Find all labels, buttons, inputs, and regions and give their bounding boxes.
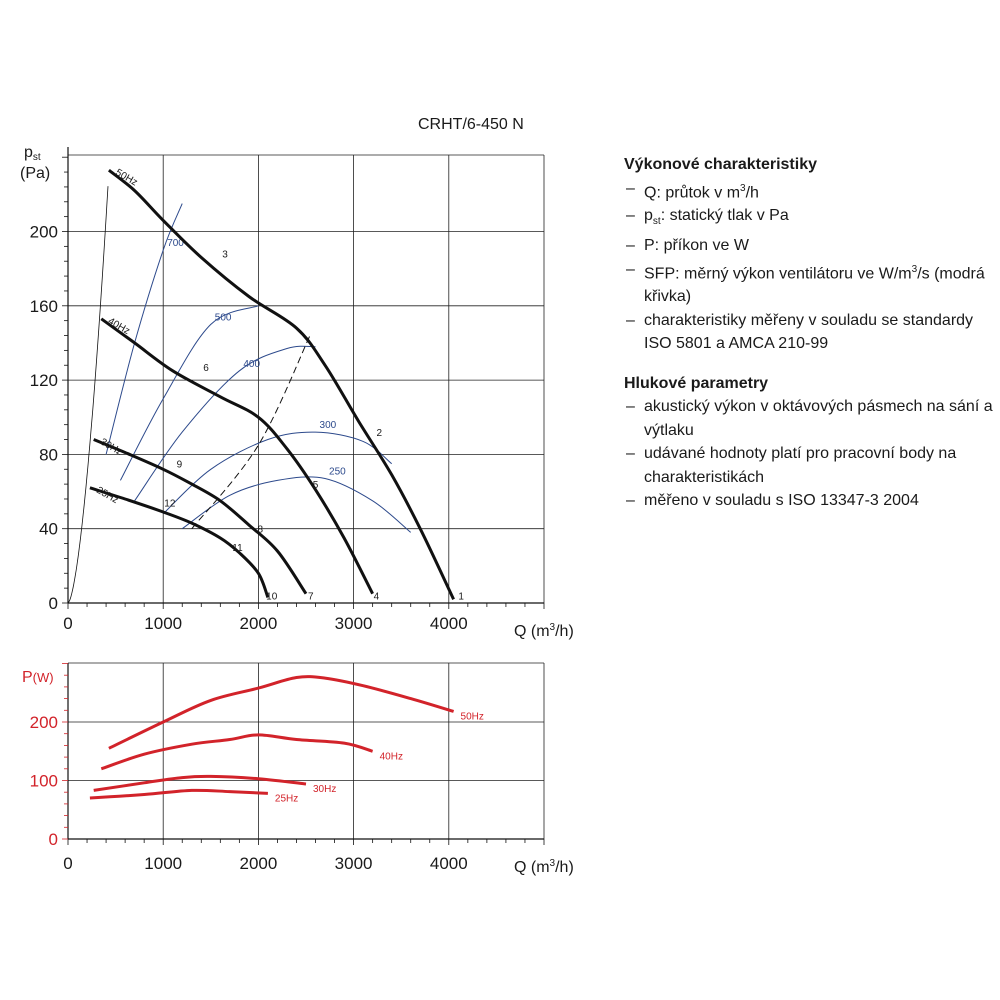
fan-curve-25Hz: [89, 486, 270, 598]
operating-point-label: 12: [164, 498, 176, 509]
x-tick-label: 0: [63, 614, 72, 633]
x-tick-label: 0: [63, 854, 72, 873]
y-tick-label: 100: [30, 772, 58, 791]
x-axis-title: Q (m3/h): [514, 622, 574, 640]
performance-item: Q: průtok v m3/h: [624, 177, 994, 205]
y-tick-label: 40: [39, 520, 58, 539]
performance-heading: Výkonové charakteristiky: [624, 156, 817, 173]
x-tick-label: 1000: [144, 854, 182, 873]
efficiency-line: [191, 333, 312, 530]
sfp-curve-400: [134, 345, 316, 502]
operating-point-label: 1: [458, 591, 464, 602]
y-axis-unit: (Pa): [20, 165, 50, 182]
y-axis-title: P(W): [22, 669, 54, 686]
performance-list: Q: průtok v m3/h pst: statický tlak v Pa…: [624, 177, 994, 356]
power-curve-40Hz: [100, 733, 374, 771]
performance-item: charakteristiky měřeny v souladu se stan…: [624, 309, 994, 356]
sfp-label: 250: [329, 467, 346, 478]
x-tick-label: 1000: [144, 614, 182, 633]
y-tick-label: 0: [49, 594, 58, 613]
operating-point-label: 10: [266, 591, 278, 602]
performance-item: SFP: měrný výkon ventilátoru ve W/m3/s (…: [624, 258, 994, 309]
noise-item: měřeno v souladu s ISO 13347-3 2004: [624, 489, 994, 513]
noise-heading: Hlukové parametry: [624, 374, 769, 392]
operating-point-label: 5: [313, 480, 319, 491]
power-curve-30Hz: [93, 774, 307, 792]
sfp-label: 300: [320, 420, 337, 431]
operating-point-label: 11: [232, 543, 243, 554]
fan-curve-50Hz: [107, 169, 455, 600]
sfp-curve-700: [105, 203, 183, 455]
noise-list: akustický výkon v oktávových pásmech na …: [624, 395, 994, 513]
fan-curve-30Hz: [93, 438, 308, 595]
sfp-label: 500: [215, 312, 232, 323]
y-tick-label: 200: [30, 223, 58, 242]
x-tick-label: 2000: [239, 614, 277, 633]
x-tick-label: 4000: [430, 614, 468, 633]
y-axis-title: pst: [24, 144, 41, 163]
power-chart: 0 1000 2000 3000 4000 0 100 200 P(W) Q (m3/h) 50Hz…: [22, 662, 574, 876]
operating-point-label: 9: [177, 459, 183, 470]
y-tick-label: 200: [30, 713, 58, 732]
y-tick-label: 0: [49, 830, 58, 849]
noise-item: udávané hodnoty platí pro pracovní body …: [624, 442, 994, 489]
fan-curve-label: 25Hz: [94, 485, 120, 506]
sfp-curve-500: [119, 305, 259, 481]
fan-curve-40Hz: [100, 317, 374, 595]
x-tick-label: 4000: [430, 854, 468, 873]
sfp-label: 400: [243, 359, 260, 370]
legend-panel: Výkonové charakteristiky Q: průtok v m3/…: [624, 153, 994, 529]
performance-item: P: příkon ve W: [624, 234, 994, 258]
sfp-curve-250: [181, 476, 412, 533]
noise-item: akustický výkon v oktávových pásmech na …: [624, 395, 994, 442]
operating-point-label: 8: [258, 524, 264, 535]
x-tick-label: 3000: [335, 614, 373, 633]
y-tick-label: 80: [39, 445, 58, 464]
performance-item: pst: statický tlak v Pa: [624, 204, 994, 234]
sfp-label: 700: [167, 238, 184, 249]
x-tick-label: 3000: [335, 854, 373, 873]
power-curve-50Hz: [108, 675, 455, 750]
model-title: CRHT/6-450 N: [418, 116, 524, 133]
power-curve-25Hz: [89, 788, 268, 800]
operating-point-label: 3: [222, 250, 228, 261]
power-curve-label: 40Hz: [380, 751, 403, 762]
operating-point-label: 7: [308, 591, 314, 602]
x-tick-label: 2000: [239, 854, 277, 873]
y-tick-label: 120: [30, 371, 58, 390]
x-axis-title: Q (m3/h): [514, 858, 574, 876]
operating-point-label: 2: [377, 428, 383, 439]
power-curve-label: 30Hz: [313, 784, 336, 795]
fan-curve-label: 40Hz: [106, 316, 132, 337]
system-curve: [67, 186, 109, 604]
sfp-curve-300: [162, 431, 393, 515]
power-curve-label: 25Hz: [275, 793, 298, 804]
y-tick-label: 160: [30, 297, 58, 316]
power-curve-label: 50Hz: [461, 711, 484, 722]
pressure-chart: 0 1000 2000 3000 4000 0 40 80 120 160 200 pst (Pa) Q …: [20, 144, 574, 640]
operating-point-label: 4: [374, 591, 380, 602]
operating-point-label: 6: [203, 363, 209, 374]
